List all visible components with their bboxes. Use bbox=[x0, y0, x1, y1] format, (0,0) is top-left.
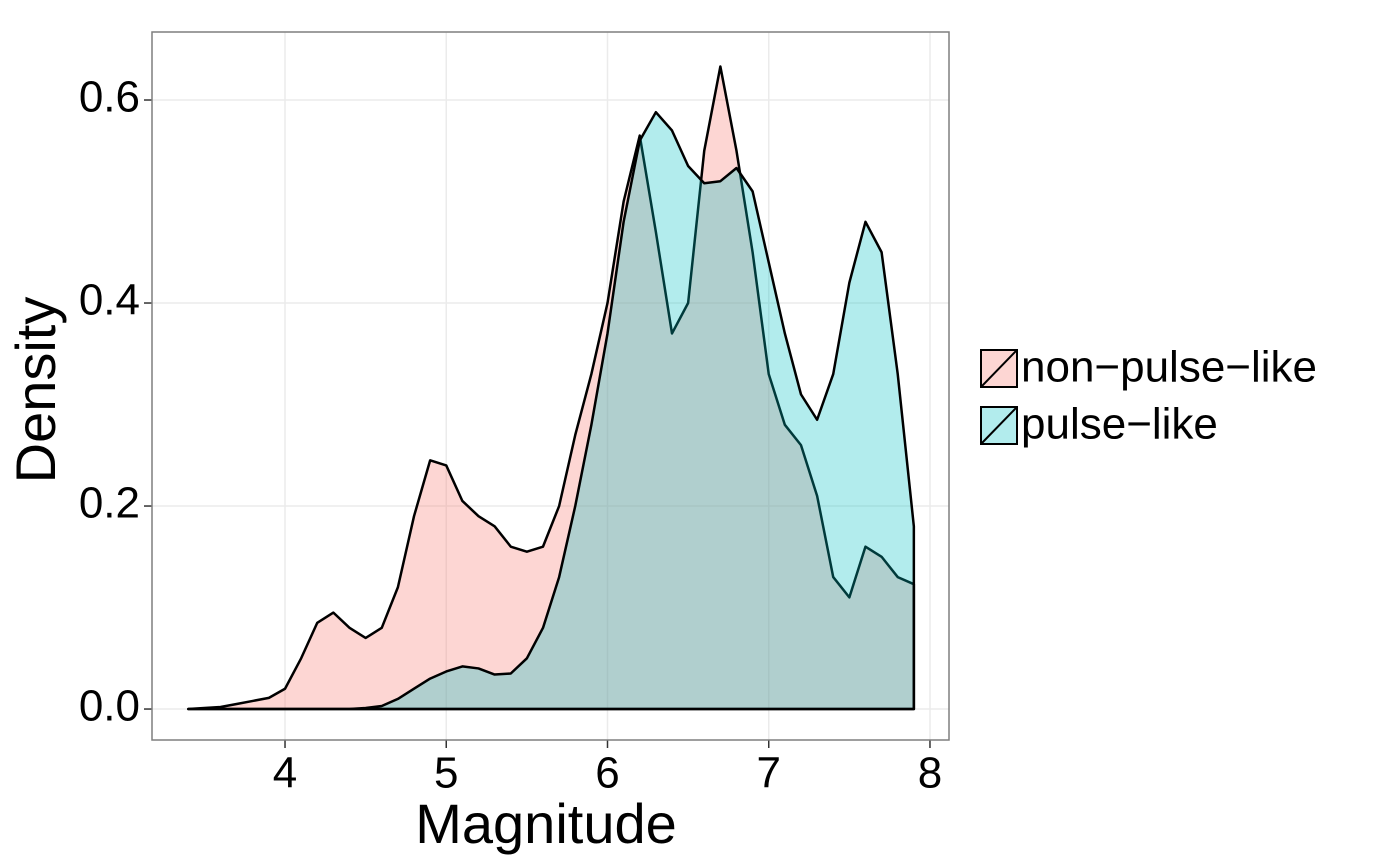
y-tick-label: 0.2 bbox=[79, 479, 140, 528]
legend-key-slash bbox=[980, 349, 1018, 388]
density-area bbox=[187, 65, 916, 711]
x-tick-label: 5 bbox=[434, 749, 458, 798]
density-area bbox=[187, 110, 916, 711]
x-axis-title: Magnitude bbox=[415, 792, 677, 855]
y-tick-label: 0.6 bbox=[79, 73, 140, 122]
legend-label: non−pulse−like bbox=[1021, 343, 1317, 392]
x-tick-label: 7 bbox=[756, 749, 780, 798]
x-tick-label: 4 bbox=[273, 749, 297, 798]
legend-key-slash bbox=[980, 406, 1018, 445]
panel-border bbox=[151, 31, 950, 741]
y-tick-label: 0.4 bbox=[79, 276, 140, 325]
x-tick-label: 6 bbox=[595, 749, 619, 798]
y-tick-label: 0.0 bbox=[79, 682, 140, 731]
y-axis-title: Density bbox=[4, 297, 67, 484]
x-tick-label: 8 bbox=[918, 749, 942, 798]
legend-label: pulse−like bbox=[1021, 400, 1218, 449]
